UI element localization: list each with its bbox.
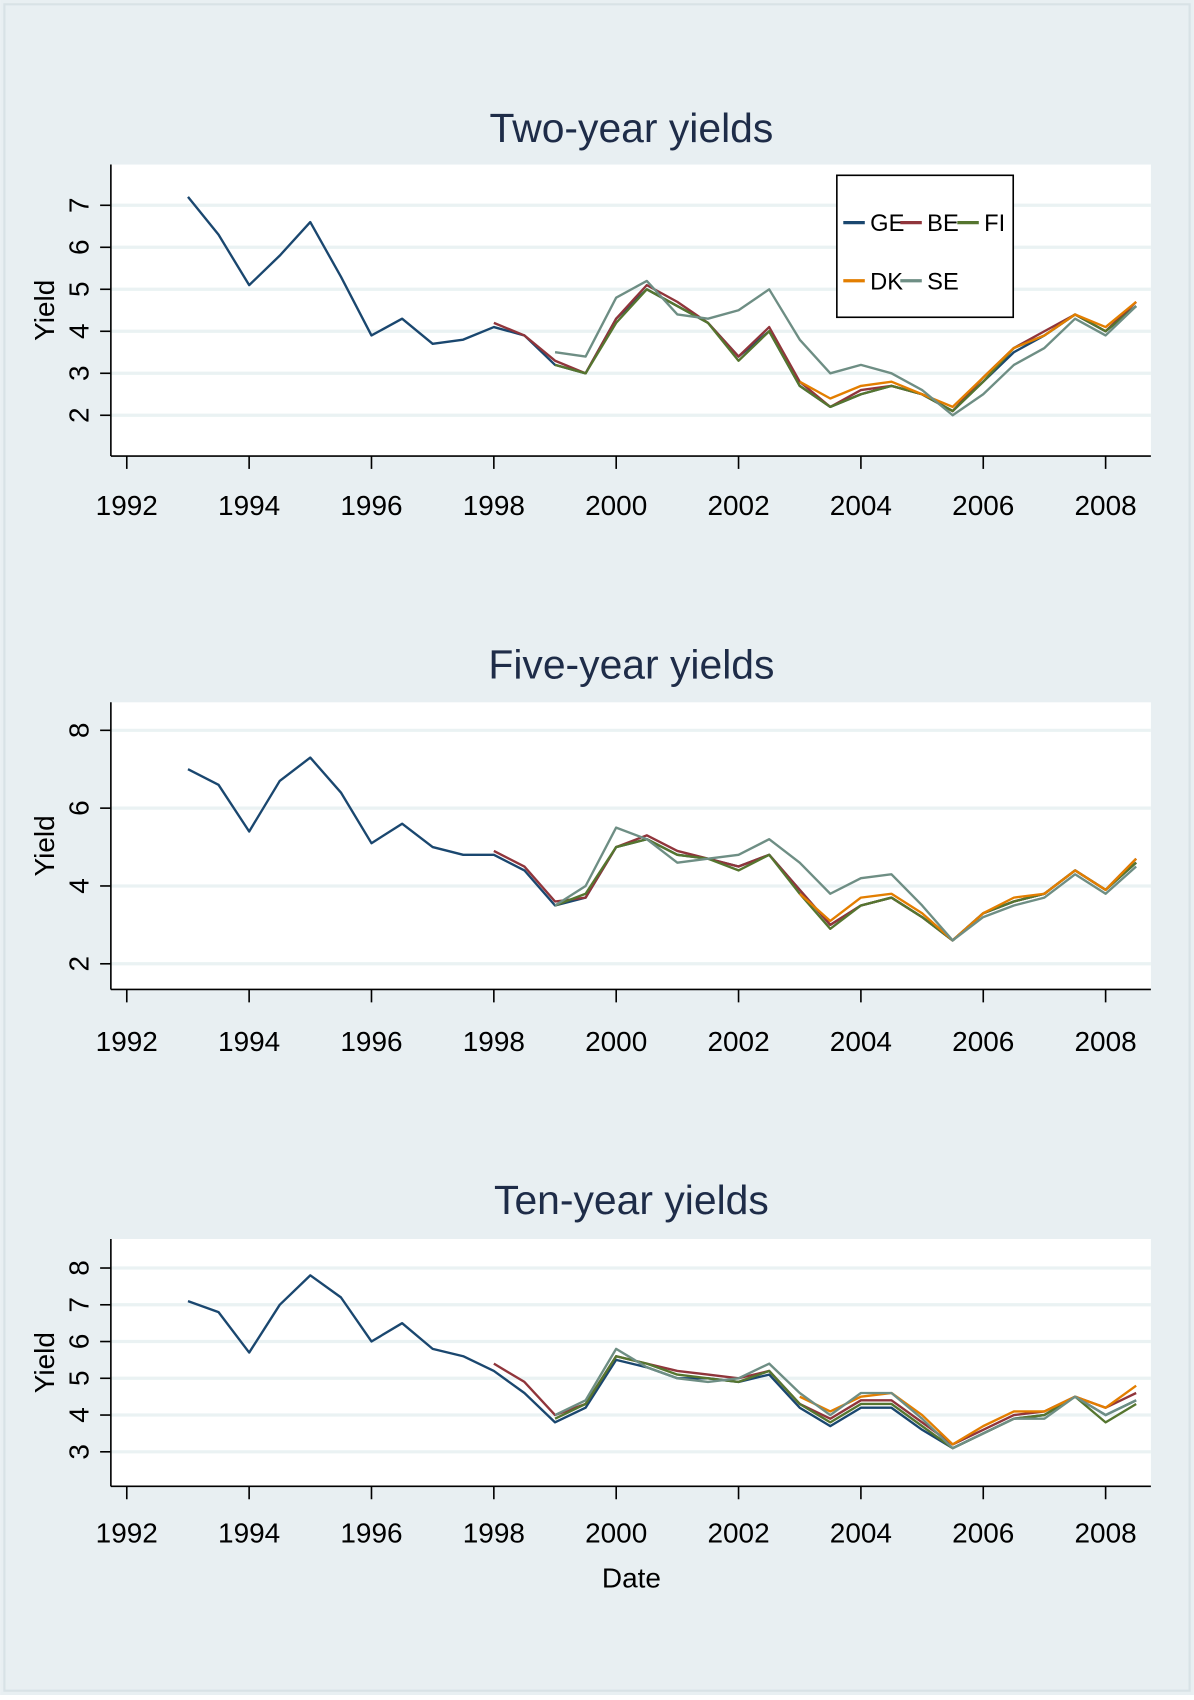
chart-title: Ten-year yields [494, 1177, 769, 1223]
x-tick-label: 1994 [218, 1026, 280, 1057]
y-axis-label: Yield [29, 815, 60, 876]
y-tick-label: 6 [63, 800, 94, 816]
x-tick-label: 2004 [830, 1026, 892, 1057]
x-tick-label: 1996 [340, 490, 402, 521]
x-tick-label: 2004 [830, 1517, 892, 1548]
x-tick-label: 2006 [952, 1517, 1014, 1548]
chart-title: Two-year yields [489, 105, 773, 151]
x-tick-label: 1998 [463, 1517, 525, 1548]
x-tick-label: 2002 [707, 1517, 769, 1548]
y-tick-label: 4 [63, 1407, 94, 1423]
y-tick-label: 8 [63, 723, 94, 739]
x-axis-label: Date [602, 1562, 661, 1593]
x-tick-label: 2002 [707, 1026, 769, 1057]
x-tick-label: 1992 [96, 1517, 158, 1548]
x-tick-label: 1992 [96, 490, 158, 521]
y-tick-label: 7 [63, 1297, 94, 1313]
y-tick-label: 6 [63, 240, 94, 256]
y-tick-label: 4 [63, 324, 94, 340]
legend-box [836, 174, 1015, 319]
x-tick-label: 2008 [1075, 1517, 1137, 1548]
series-line [554, 279, 1137, 417]
x-tick-label: 1998 [463, 1026, 525, 1057]
x-tick-label: 1994 [218, 490, 280, 521]
y-tick-label: 5 [63, 1371, 94, 1387]
y-tick-label: 3 [63, 1444, 94, 1460]
series-line [799, 300, 1137, 409]
y-tick-label: 2 [63, 408, 94, 424]
x-tick-label: 2002 [707, 490, 769, 521]
legend-label: GE [870, 211, 904, 237]
legend-label: SE [927, 269, 959, 295]
y-tick-label: 5 [63, 282, 94, 298]
y-tick-label: 4 [63, 878, 94, 894]
x-tick-label: 1994 [218, 1517, 280, 1548]
y-tick-label: 3 [63, 366, 94, 382]
y-tick-label: 8 [63, 1260, 94, 1276]
series-line [798, 857, 1137, 942]
legend-label: DK [870, 269, 903, 295]
series-line [554, 1347, 1137, 1450]
frame [3, 3, 1191, 1692]
x-tick-label: 2006 [952, 490, 1014, 521]
x-tick-label: 1998 [463, 490, 525, 521]
y-tick-label: 6 [63, 1334, 94, 1350]
x-tick-label: 1996 [340, 1026, 402, 1057]
series-line [554, 1355, 1137, 1450]
x-tick-label: 2000 [585, 1517, 647, 1548]
y-axis-label: Yield [29, 280, 60, 341]
chart-title: Five-year yields [488, 642, 774, 688]
x-tick-label: 2008 [1075, 490, 1137, 521]
y-axis-label: Yield [29, 1332, 60, 1393]
plot-area [110, 702, 1151, 990]
x-tick-label: 2000 [585, 1026, 647, 1057]
legend-label: FI [984, 211, 1005, 237]
x-tick-label: 1992 [96, 1026, 158, 1057]
series-line [554, 826, 1137, 942]
x-tick-label: 1996 [340, 1517, 402, 1548]
y-tick-label: 2 [63, 956, 94, 972]
legend-label: BE [927, 211, 959, 237]
x-tick-label: 2000 [585, 490, 647, 521]
x-tick-label: 2004 [830, 490, 892, 521]
y-tick-label: 7 [63, 198, 94, 214]
x-tick-label: 2006 [952, 1026, 1014, 1057]
x-tick-label: 2008 [1075, 1026, 1137, 1057]
